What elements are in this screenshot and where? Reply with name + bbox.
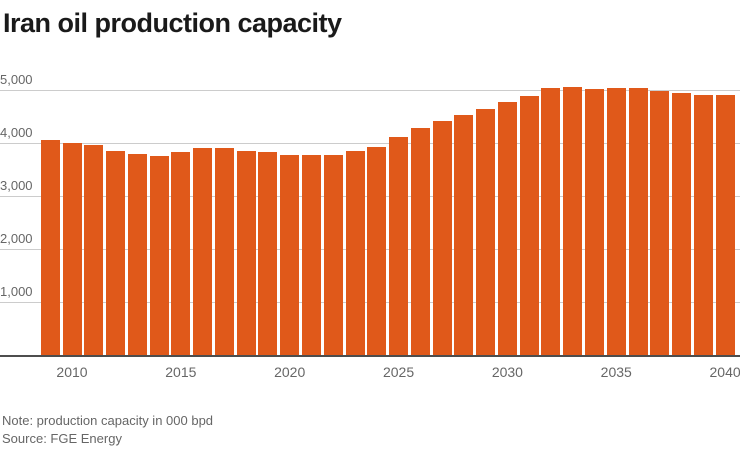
x-axis-line bbox=[0, 355, 740, 357]
bar-2016 bbox=[193, 147, 213, 355]
x-tick-label-2035: 2035 bbox=[600, 364, 632, 380]
bar-2018 bbox=[236, 150, 256, 355]
bar-2011 bbox=[84, 145, 104, 355]
bar-2029 bbox=[476, 109, 496, 355]
bar-2025 bbox=[389, 137, 409, 355]
bar-2039 bbox=[693, 94, 713, 355]
y-tick-label: 5,000 bbox=[0, 72, 33, 87]
bar-2020 bbox=[280, 154, 300, 355]
gridline-5000 bbox=[0, 90, 740, 91]
chart-source: Source: FGE Energy bbox=[2, 431, 122, 446]
gridline-4000 bbox=[0, 143, 740, 144]
bar-2013 bbox=[127, 154, 147, 355]
bar-2015 bbox=[171, 152, 191, 355]
chart-title: Iran oil production capacity bbox=[3, 8, 342, 38]
bar-2026 bbox=[410, 128, 430, 355]
y-tick-label: 1,000 bbox=[0, 284, 33, 299]
y-tick-label: 3,000 bbox=[0, 178, 33, 193]
bar-2017 bbox=[214, 147, 234, 355]
bar-2010 bbox=[62, 143, 82, 355]
x-tick-label-2020: 2020 bbox=[274, 364, 306, 380]
bar-2033 bbox=[563, 87, 583, 355]
bar-2012 bbox=[106, 150, 126, 355]
bar-2019 bbox=[258, 152, 278, 355]
bar-2036 bbox=[628, 88, 648, 355]
bar-2028 bbox=[454, 114, 474, 355]
bar-2009 bbox=[40, 139, 60, 355]
y-tick-label: 4,000 bbox=[0, 125, 33, 140]
x-tick-label-2025: 2025 bbox=[382, 364, 415, 380]
bar-2037 bbox=[650, 90, 670, 355]
bar-2038 bbox=[672, 92, 692, 355]
chart-note: Note: production capacity in 000 bpd bbox=[2, 413, 214, 428]
y-tick-label: 2,000 bbox=[0, 231, 33, 246]
bar-2034 bbox=[584, 89, 604, 355]
bar-2022 bbox=[323, 155, 343, 355]
bar-2035 bbox=[606, 88, 626, 355]
bar-2030 bbox=[497, 102, 517, 355]
bar-2040 bbox=[715, 95, 735, 355]
bar-2024 bbox=[367, 147, 387, 355]
x-tick-label-2030: 2030 bbox=[491, 364, 523, 380]
bar-2023 bbox=[345, 150, 365, 355]
x-tick-label-2040: 2040 bbox=[709, 364, 740, 380]
bar-2027 bbox=[432, 120, 452, 355]
bar-2021 bbox=[301, 155, 321, 355]
bar-2031 bbox=[519, 95, 539, 355]
x-tick-label-2010: 2010 bbox=[56, 364, 88, 380]
bar-2014 bbox=[149, 155, 169, 355]
x-tick-label-2015: 2015 bbox=[165, 364, 197, 380]
bar-2032 bbox=[541, 88, 561, 355]
